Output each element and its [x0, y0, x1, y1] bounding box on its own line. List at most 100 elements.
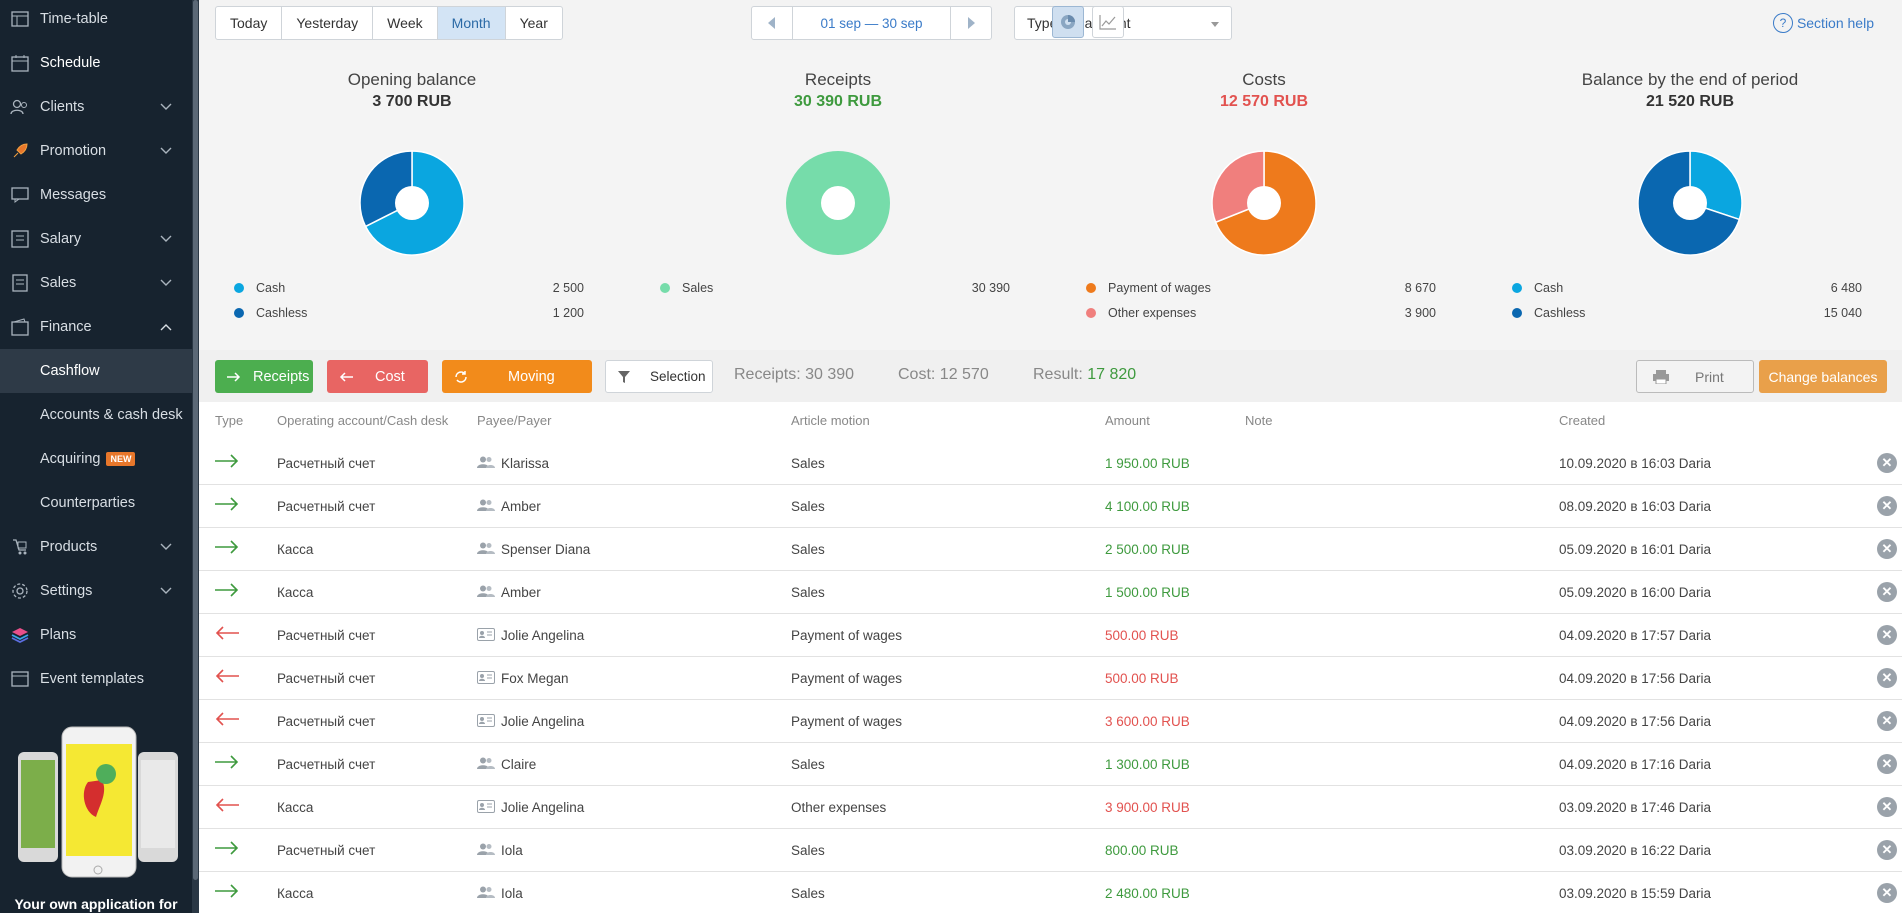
- period-week-button[interactable]: Week: [373, 7, 438, 39]
- column-header-payee[interactable]: Payee/Payer: [477, 413, 552, 428]
- payee-cell[interactable]: Jolie Angelina: [501, 800, 585, 815]
- sidebar-item-plans[interactable]: Plans: [0, 613, 192, 657]
- delete-icon[interactable]: ✕: [1877, 711, 1897, 731]
- sidebar-subitem-accounts[interactable]: Accounts & cash desk: [0, 393, 192, 437]
- amount-cell: 1 500.00 RUB: [1105, 585, 1190, 600]
- pie-view-button[interactable]: [1052, 6, 1084, 38]
- payee-cell[interactable]: Claire: [501, 757, 537, 772]
- amount-cell: 2 480.00 RUB: [1105, 886, 1190, 901]
- delete-icon[interactable]: ✕: [1877, 668, 1897, 688]
- delete-icon[interactable]: ✕: [1877, 453, 1897, 473]
- payee-cell[interactable]: Fox Megan: [501, 671, 569, 686]
- line-chart-view-button[interactable]: [1092, 6, 1124, 38]
- column-header-article[interactable]: Article motion: [791, 413, 870, 428]
- sidebar-scrollbar-thumb[interactable]: [193, 0, 198, 880]
- period-today-button[interactable]: Today: [216, 7, 283, 39]
- period-month-button[interactable]: Month: [437, 7, 506, 39]
- moving-button[interactable]: Moving: [442, 360, 592, 393]
- table-row[interactable]: Расчетный счет Claire Sales 1 300.00 RUB 04.…: [199, 743, 1902, 786]
- column-header-amount[interactable]: Amount: [1105, 413, 1150, 428]
- sidebar-item-products[interactable]: Products: [0, 525, 192, 569]
- mobile-app-promo-image[interactable]: [18, 722, 180, 882]
- add-receipt-button[interactable]: Receipts: [215, 360, 313, 393]
- legend-item: Cash 2 500: [234, 278, 584, 298]
- delete-icon[interactable]: ✕: [1877, 582, 1897, 602]
- table-row[interactable]: Расчетный счет Iola Sales 800.00 RUB 03.09.2…: [199, 829, 1902, 872]
- table-row[interactable]: Расчетный счет Amber Sales 4 100.00 RUB 08.0…: [199, 485, 1902, 528]
- period-year-button[interactable]: Year: [519, 15, 548, 31]
- article-cell: Sales: [791, 542, 825, 557]
- payee-cell[interactable]: Klarissa: [501, 456, 550, 471]
- legend-item: Cash 6 480: [1512, 278, 1862, 298]
- sidebar-item-finance[interactable]: Finance: [0, 305, 192, 349]
- payee-cell[interactable]: Jolie Angelina: [501, 714, 585, 729]
- add-receipt-label: Receipts: [253, 368, 310, 385]
- delete-icon[interactable]: ✕: [1877, 754, 1897, 774]
- delete-icon[interactable]: ✕: [1877, 797, 1897, 817]
- prev-period-button[interactable]: [752, 7, 793, 39]
- account-cell: Расчетный счет: [277, 843, 376, 858]
- sidebar-subitem-cashflow[interactable]: Cashflow: [0, 349, 192, 393]
- table-row[interactable]: Расчетный счет Jolie Angelina Payment of w…: [199, 614, 1902, 657]
- sidebar-scrollbar[interactable]: [192, 0, 199, 913]
- payee-cell[interactable]: Amber: [501, 499, 541, 514]
- period-yesterday-button[interactable]: Yesterday: [282, 7, 374, 39]
- table-row[interactable]: Касса Jolie Angelina Other expenses 3 900.0…: [199, 786, 1902, 829]
- delete-icon[interactable]: ✕: [1877, 840, 1897, 860]
- sidebar-item-schedule[interactable]: Schedule: [0, 41, 192, 85]
- sidebar-item-messages[interactable]: Messages: [0, 173, 192, 217]
- table-row[interactable]: Касса Spenser Diana Sales 2 500.00 RUB 05.09…: [199, 528, 1902, 571]
- clients-icon: [10, 97, 30, 117]
- payee-cell[interactable]: Spenser Diana: [501, 542, 591, 557]
- add-cost-button[interactable]: Cost: [327, 360, 428, 393]
- column-header-created[interactable]: Created: [1559, 413, 1606, 428]
- sidebar-item-event-templates[interactable]: Event templates: [0, 657, 192, 701]
- table-row[interactable]: Касса Amber Sales 1 500.00 RUB 05.09.2020 в …: [199, 571, 1902, 614]
- table-row[interactable]: Расчетный счет Klarissa Sales 1 950.00 RUB 1…: [199, 442, 1902, 485]
- section-help-link[interactable]: ? Section help: [1772, 13, 1874, 33]
- change-balances-button[interactable]: Change balances: [1759, 360, 1887, 393]
- question-icon: ?: [1772, 13, 1793, 33]
- table-header: Type Operating account/Cash desk Payee/P…: [199, 402, 1902, 442]
- account-cell: Расчетный счет: [277, 456, 376, 471]
- staff-card-icon: [477, 800, 495, 816]
- column-header-note[interactable]: Note: [1245, 413, 1273, 428]
- arrow-right-icon: [215, 583, 241, 600]
- print-button[interactable]: Print: [1636, 360, 1754, 393]
- selection-button[interactable]: Selection: [605, 360, 713, 393]
- templates-icon: [10, 669, 30, 689]
- payee-cell[interactable]: Iola: [501, 886, 523, 901]
- sidebar-subitem-counterparties[interactable]: Counterparties: [0, 481, 192, 525]
- arrow-left-icon: [215, 626, 241, 643]
- sidebar-item-settings[interactable]: Settings: [0, 569, 192, 613]
- sidebar-item-clients[interactable]: Clients: [0, 85, 192, 129]
- closing-balance-block: Balance by the end of period 21 520 RUB …: [1477, 50, 1902, 350]
- account-cell: Касса: [277, 585, 314, 600]
- delete-icon[interactable]: ✕: [1877, 539, 1897, 559]
- column-header-type[interactable]: Type: [215, 413, 244, 428]
- delete-icon[interactable]: ✕: [1877, 496, 1897, 516]
- salary-icon: [10, 229, 30, 249]
- table-row[interactable]: Расчетный счет Jolie Angelina Payment of w…: [199, 700, 1902, 743]
- sidebar-item-time-table[interactable]: Time-table: [0, 0, 192, 41]
- cost-total: Cost: 12 570: [898, 366, 989, 383]
- column-header-account[interactable]: Operating account/Cash desk: [277, 413, 449, 428]
- amount-cell: 1 300.00 RUB: [1105, 757, 1190, 772]
- payee-cell[interactable]: Iola: [501, 843, 523, 858]
- sidebar-subitem-acquiring[interactable]: Acquiring NEW: [0, 437, 192, 481]
- delete-icon[interactable]: ✕: [1877, 625, 1897, 645]
- arrow-left-icon: [215, 669, 241, 686]
- next-period-button[interactable]: [950, 7, 991, 39]
- payee-cell[interactable]: Amber: [501, 585, 541, 600]
- table-row[interactable]: Касса Iola Sales 2 480.00 RUB 03.09.2020 в 1…: [199, 872, 1902, 913]
- closing-balance-value: 21 520 RUB: [1645, 93, 1735, 110]
- payee-cell[interactable]: Jolie Angelina: [501, 628, 585, 643]
- delete-icon[interactable]: ✕: [1877, 883, 1897, 903]
- opening-balance-value: 3 700 RUB: [372, 93, 452, 110]
- sidebar-item-label: Plans: [40, 627, 77, 643]
- sidebar-item-sales[interactable]: Sales: [0, 261, 192, 305]
- date-range-label[interactable]: 01 sep — 30 sep: [820, 15, 923, 31]
- sidebar-item-salary[interactable]: Salary: [0, 217, 192, 261]
- sidebar-item-promotion[interactable]: Promotion: [0, 129, 192, 173]
- table-row[interactable]: Расчетный счет Fox Megan Payment of wages 5…: [199, 657, 1902, 700]
